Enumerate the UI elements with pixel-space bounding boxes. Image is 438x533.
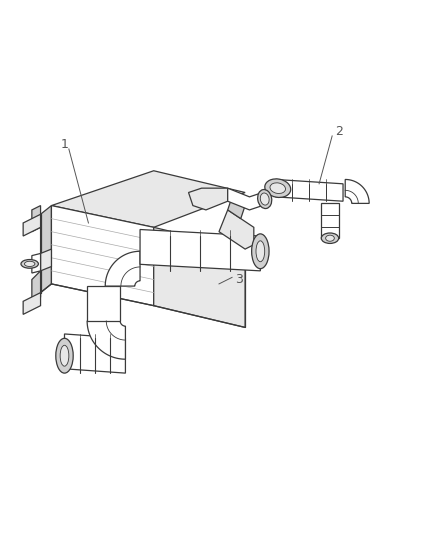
Ellipse shape (265, 179, 291, 197)
Polygon shape (154, 228, 245, 327)
Polygon shape (87, 321, 125, 359)
Ellipse shape (260, 193, 269, 205)
Ellipse shape (21, 260, 39, 268)
Polygon shape (41, 206, 51, 293)
Polygon shape (228, 197, 245, 219)
Polygon shape (32, 254, 41, 273)
Polygon shape (345, 180, 369, 204)
Polygon shape (228, 188, 262, 210)
Polygon shape (64, 334, 125, 373)
Polygon shape (105, 251, 140, 286)
Polygon shape (32, 271, 41, 305)
Polygon shape (23, 293, 41, 314)
Ellipse shape (60, 345, 69, 366)
Polygon shape (140, 230, 260, 271)
Polygon shape (321, 204, 339, 238)
Ellipse shape (56, 338, 73, 373)
Polygon shape (51, 206, 154, 305)
Polygon shape (51, 171, 245, 228)
Polygon shape (23, 214, 41, 236)
Text: 1: 1 (60, 138, 68, 151)
Polygon shape (32, 206, 41, 232)
Polygon shape (87, 286, 120, 321)
Ellipse shape (252, 234, 269, 269)
Ellipse shape (321, 233, 339, 244)
Ellipse shape (258, 190, 272, 208)
Text: 3: 3 (235, 273, 243, 286)
Polygon shape (276, 180, 343, 201)
Ellipse shape (270, 183, 286, 193)
Polygon shape (41, 249, 51, 271)
Ellipse shape (25, 261, 35, 266)
Polygon shape (219, 210, 254, 249)
Ellipse shape (256, 241, 265, 262)
Polygon shape (188, 188, 228, 210)
Text: 2: 2 (335, 125, 343, 138)
Ellipse shape (325, 235, 334, 241)
